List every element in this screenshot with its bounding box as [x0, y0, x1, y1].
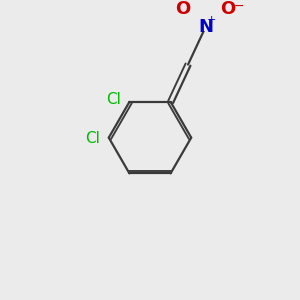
Text: Cl: Cl: [106, 92, 122, 107]
Text: N: N: [198, 18, 213, 36]
Text: +: +: [207, 15, 216, 25]
Text: −: −: [234, 0, 244, 13]
Text: O: O: [220, 0, 236, 18]
Text: O: O: [175, 0, 190, 18]
Text: Cl: Cl: [85, 131, 100, 146]
